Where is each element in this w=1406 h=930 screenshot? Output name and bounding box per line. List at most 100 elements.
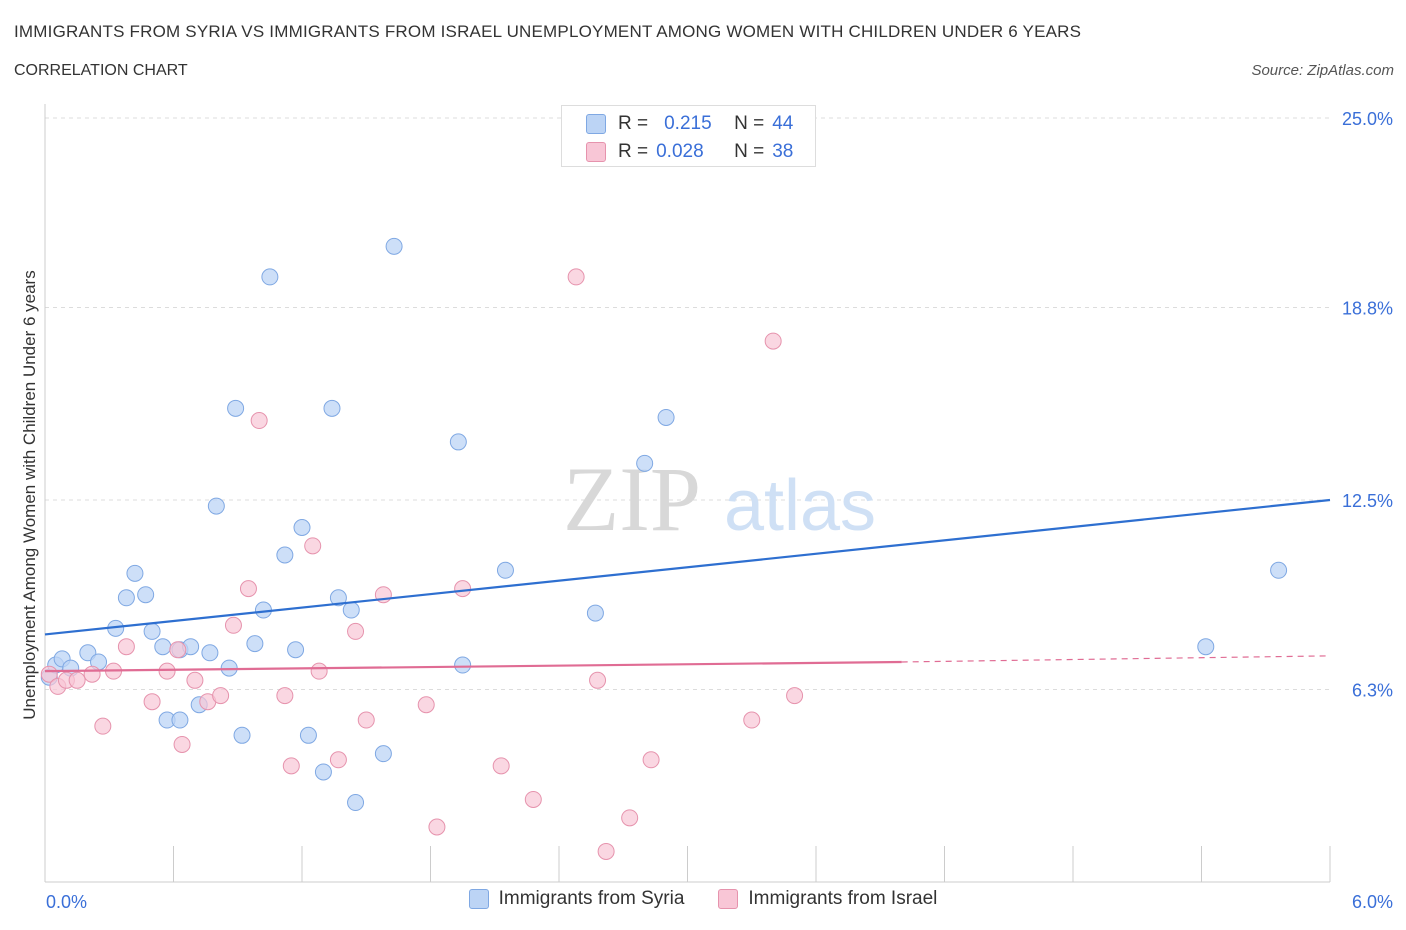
israel-point: [169, 641, 187, 659]
israel-point: [173, 735, 191, 753]
israel-point: [68, 671, 86, 689]
x-tick-labels: 0.0% 6.0%: [46, 892, 1393, 912]
syria-point: [207, 497, 225, 515]
r-value: 0.215: [664, 113, 712, 134]
syria-point: [137, 586, 155, 604]
israel-point: [642, 751, 660, 769]
chart-legend: Immigrants from Syria Immigrants from Is…: [0, 888, 1406, 910]
y-axis-label: Unemployment Among Women with Children U…: [20, 270, 39, 720]
israel-point: [117, 638, 135, 656]
israel-point: [329, 751, 347, 769]
israel-point: [454, 580, 472, 598]
legend-item-israel[interactable]: Immigrants from Israel: [718, 888, 937, 910]
legend-label-syria: Immigrants from Syria: [498, 888, 685, 909]
israel-point: [357, 711, 375, 729]
syria-point: [287, 641, 305, 659]
syria-swatch: [468, 889, 489, 909]
stats-row-israel: R = 0.028 N = 38: [586, 138, 793, 166]
stats-legend: R = 0.215 N = 44 R = 0.028 N = 38: [561, 105, 816, 167]
israel-point: [428, 818, 446, 836]
y-tick-label: 25.0%: [1342, 109, 1393, 129]
y-tick-label: 12.5%: [1342, 491, 1393, 511]
syria-point: [171, 711, 189, 729]
syria-point: [1270, 561, 1288, 579]
chart-title: IMMIGRANTS FROM SYRIA VS IMMIGRANTS FROM…: [14, 22, 1082, 41]
israel-point: [143, 693, 161, 711]
israel-point: [589, 671, 607, 689]
syria-point: [496, 561, 514, 579]
syria-point: [201, 644, 219, 662]
israel-point: [492, 757, 510, 775]
syria-point: [449, 433, 467, 451]
israel-point: [304, 537, 322, 555]
syria-point: [117, 589, 135, 607]
israel-point: [524, 790, 542, 808]
watermark-atlas: atlas: [724, 466, 876, 546]
syria-point: [154, 638, 172, 656]
syria-point: [276, 546, 294, 564]
syria-point: [293, 519, 311, 537]
israel-trend-line: [44, 660, 902, 673]
watermark-zip: ZIP: [563, 448, 701, 550]
y-tick-labels: 6.3% 12.5% 18.8% 25.0%: [1342, 109, 1393, 700]
syria-point: [347, 794, 365, 812]
israel-point: [83, 665, 101, 683]
legend-label-israel: Immigrants from Israel: [748, 888, 938, 909]
israel-point: [224, 616, 242, 634]
syria-point: [227, 399, 245, 417]
syria-point: [657, 408, 675, 426]
n-label: N =: [734, 113, 765, 134]
n-label: N =: [734, 141, 765, 162]
syria-point: [1197, 638, 1215, 656]
israel-point: [276, 687, 294, 705]
syria-point: [374, 745, 392, 763]
stats-row-syria: R = 0.215 N = 44: [586, 110, 793, 138]
n-value: 44: [772, 113, 794, 134]
source-label: Source: ZipAtlas.com: [1251, 62, 1394, 79]
israel-point: [282, 757, 300, 775]
israel-point: [250, 412, 268, 430]
syria-point: [329, 589, 347, 607]
israel-trend-extension: [901, 655, 1331, 663]
syria-point: [323, 399, 341, 417]
israel-swatch: [586, 142, 606, 162]
israel-point: [417, 696, 435, 714]
r-label: R =: [618, 113, 649, 134]
israel-point: [239, 580, 257, 598]
israel-point: [212, 687, 230, 705]
y-tick-label: 6.3%: [1352, 680, 1393, 700]
syria-point: [385, 237, 403, 255]
israel-swatch: [718, 889, 739, 909]
syria-point: [586, 604, 604, 622]
israel-point: [347, 622, 365, 640]
syria-point: [299, 726, 317, 744]
israel-point: [597, 842, 615, 860]
israel-point: [186, 671, 204, 689]
israel-point: [158, 662, 176, 680]
israel-point: [786, 687, 804, 705]
series-israel-points: [40, 268, 804, 860]
legend-item-syria[interactable]: Immigrants from Syria: [468, 888, 685, 910]
israel-point: [310, 662, 328, 680]
israel-point: [621, 809, 639, 827]
israel-point: [567, 268, 585, 286]
syria-swatch: [586, 114, 606, 134]
syria-point: [233, 726, 251, 744]
israel-point: [743, 711, 761, 729]
syria-point: [143, 622, 161, 640]
syria-point: [636, 454, 654, 472]
syria-point: [126, 564, 144, 582]
chart-subtitle: CORRELATION CHART: [14, 62, 188, 79]
y-tick-label: 18.8%: [1342, 298, 1393, 318]
r-label: R =: [618, 141, 649, 162]
axes: [44, 104, 1331, 883]
syria-trend-line: [44, 498, 1331, 636]
r-value: 0.028: [656, 141, 704, 162]
israel-point: [764, 332, 782, 350]
syria-point: [314, 763, 332, 781]
trend-lines: [44, 498, 1331, 673]
syria-point: [454, 656, 472, 674]
syria-point: [261, 268, 279, 286]
x-tick-label: 0.0%: [46, 892, 87, 912]
